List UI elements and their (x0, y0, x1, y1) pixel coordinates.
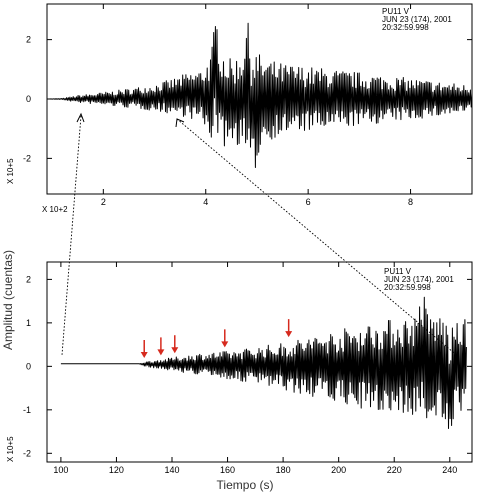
top-y-tick-label: 2 (26, 35, 31, 45)
bottom-y-multiplier: X 10+5 (6, 436, 15, 462)
top-header-line-station: PU11 V (382, 7, 410, 16)
connector-line-left (61, 115, 82, 356)
bottom-axes: 100 120 140 160 180 200 220 240 -2 -1 0 1 2 (23, 262, 472, 475)
top-x-tick-label: 2 (101, 197, 106, 207)
bottom-x-tick-label: 160 (220, 465, 235, 475)
arrival-arrow-head (140, 352, 148, 358)
arrival-arrow-head (221, 341, 229, 348)
panel-connectors (61, 112, 461, 359)
bottom-header-line-date: JUN 23 (174), 2001 (384, 275, 454, 284)
top-x-tick-label: 8 (408, 197, 413, 207)
arrival-arrow-head (285, 331, 293, 338)
connector-left-arrowhead (76, 112, 85, 123)
bottom-x-tick-label: 220 (387, 465, 402, 475)
top-header-line-date: JUN 23 (174), 2001 (382, 15, 452, 24)
bottom-y-tick-label: -2 (23, 448, 31, 458)
top-y-tick-label: 0 (26, 94, 31, 104)
bottom-x-tick-label: 240 (442, 465, 457, 475)
top-x-tick-label: 6 (306, 197, 311, 207)
top-panel: 2 4 6 8 -2 0 2 PU11 V JUN 23 (174), 2001 20:32… (6, 3, 473, 214)
bottom-panel: 100 120 140 160 180 200 220 240 -2 -1 0 1 2 PU11 V J… (1, 250, 473, 492)
top-x-multiplier: X 10+2 (42, 205, 68, 214)
bottom-y-tick-label: 0 (26, 361, 31, 371)
bottom-header: PU11 V JUN 23 (174), 2001 20:32:59.998 (384, 267, 454, 292)
bottom-arrival-arrows (140, 319, 293, 358)
top-header-line-time: 20:32:59.998 (382, 23, 429, 32)
top-y-tick-label: -2 (23, 153, 31, 163)
bottom-header-line-station: PU11 V (384, 267, 412, 276)
bottom-plot-frame (46, 261, 473, 463)
bottom-x-tick-label: 200 (331, 465, 346, 475)
x-axis-title: Tiempo (s) (217, 478, 274, 492)
bottom-x-tick-label: 140 (164, 465, 179, 475)
top-x-tick-label: 4 (203, 197, 208, 207)
bottom-header-line-time: 20:32:59.998 (384, 283, 431, 292)
bottom-x-tick-label: 100 (53, 465, 68, 475)
top-y-multiplier: X 10+5 (6, 158, 15, 184)
top-axes: 2 4 6 8 -2 0 2 (23, 4, 472, 207)
arrival-arrow-head (171, 347, 179, 354)
y-axis-title: Amplitud (cuentas) (1, 250, 15, 350)
top-header: PU11 V JUN 23 (174), 2001 20:32:59.998 (382, 7, 452, 32)
connector-right-arrowhead (175, 118, 185, 128)
bottom-waveform-trace (60, 296, 467, 429)
connector-line-right (176, 118, 461, 359)
bottom-x-tick-label: 180 (276, 465, 291, 475)
bottom-x-tick-label: 120 (109, 465, 124, 475)
bottom-y-tick-label: -1 (23, 405, 31, 415)
bottom-y-tick-label: 1 (26, 318, 31, 328)
top-waveform-trace (47, 22, 473, 168)
bottom-y-tick-label: 2 (26, 274, 31, 284)
arrival-arrow-head (157, 349, 165, 356)
